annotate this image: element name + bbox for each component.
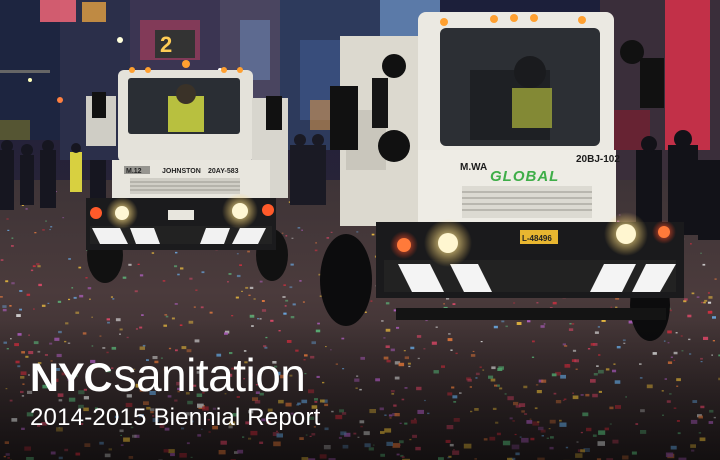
report-subtitle: 2014-2015 Biennial Report xyxy=(30,404,321,431)
police-right xyxy=(290,130,720,240)
right-unit-label: M.WA xyxy=(460,162,487,173)
right-license-plate: L-48496 xyxy=(522,234,552,243)
brand-prefix: NYC xyxy=(30,356,112,400)
left-unit-label: M.12 xyxy=(126,168,142,175)
street-sweeper-right: M.WA 20BJ-102 GLOBAL L-48496 xyxy=(320,12,684,341)
billboard-digits: 2 xyxy=(160,32,172,57)
right-plate-label: 20BJ-102 xyxy=(576,154,620,165)
street-sweeper-left: M.12 JOHNSTON 20AY-583 xyxy=(86,60,288,283)
left-plate-label: 20AY-583 xyxy=(208,168,239,175)
nyc-sanitation-logo: NYC sanitation xyxy=(30,349,306,401)
right-brand-label: GLOBAL xyxy=(490,168,559,185)
brand-word: sanitation xyxy=(113,349,306,401)
crowd-left xyxy=(0,140,106,210)
left-maker-label: JOHNSTON xyxy=(162,168,201,175)
